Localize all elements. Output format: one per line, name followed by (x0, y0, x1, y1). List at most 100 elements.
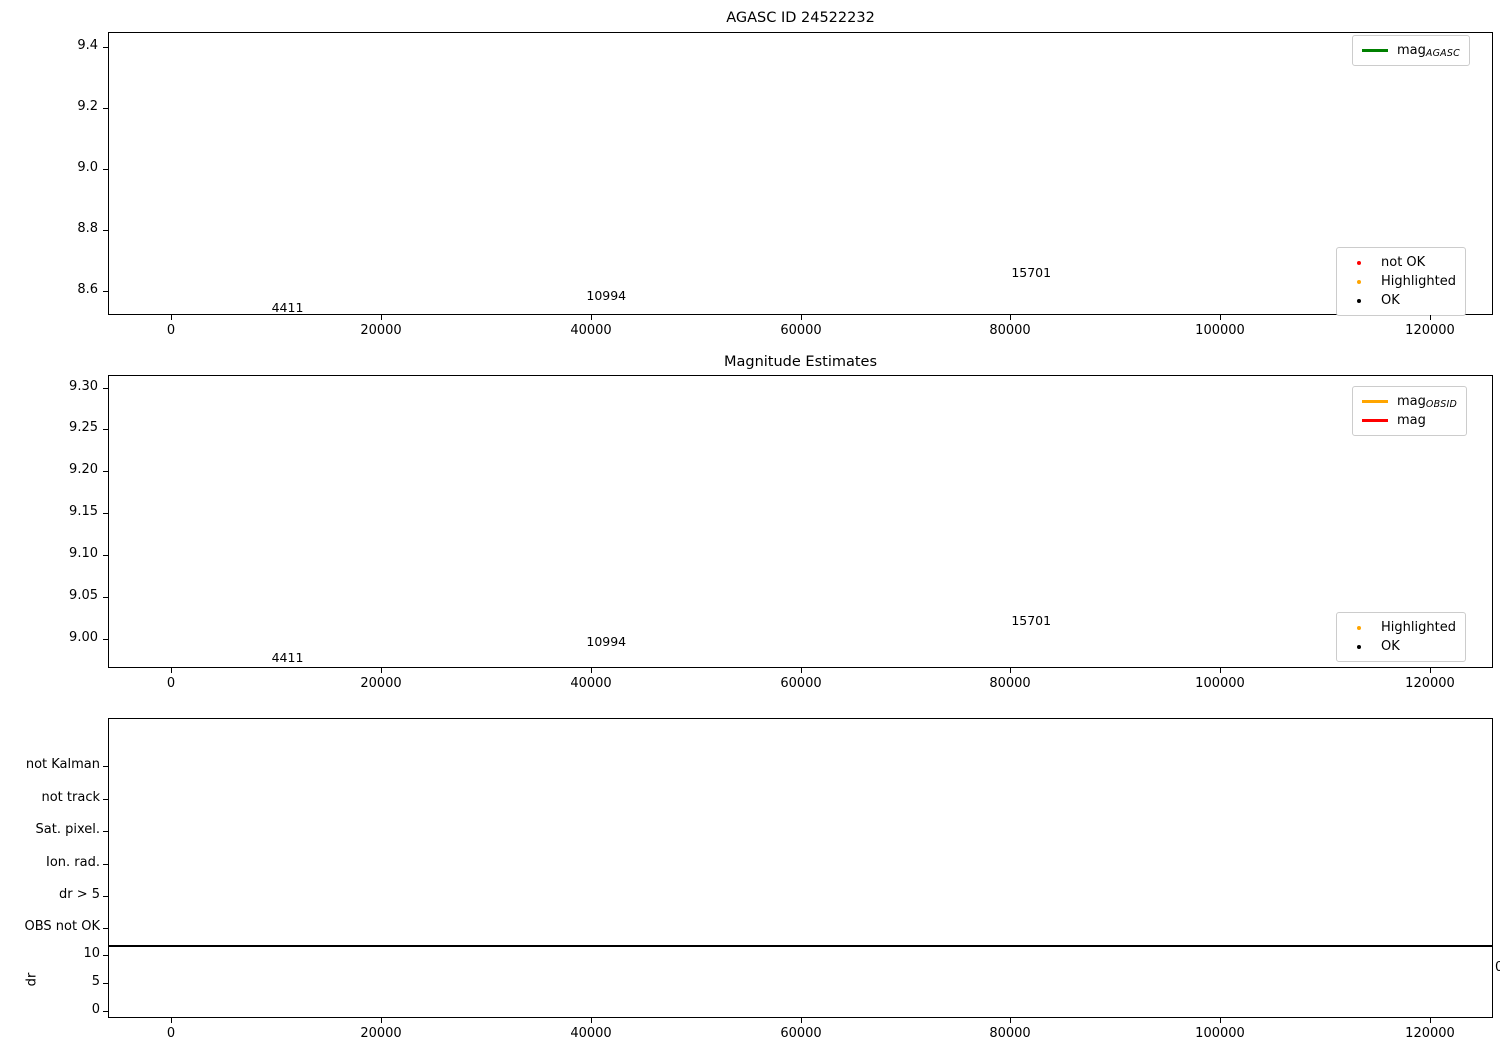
obsid-annotation-15701: 15701 (1011, 265, 1052, 280)
flag-row-label-not-track: not track (41, 790, 100, 805)
x-tick-mark (381, 315, 382, 320)
flag-row-label-ion-rad-: Ion. rad. (46, 855, 100, 870)
x-tick-label: 60000 (780, 676, 822, 691)
x-tick-label: 60000 (780, 323, 822, 338)
x-tick-label: 100000 (1195, 676, 1245, 691)
legend-sub-agasc: AGASC (1425, 47, 1460, 59)
mag-agasc-line-icon (1362, 43, 1388, 58)
x-tick-label: 80000 (989, 676, 1031, 691)
y-tick-label: 9.05 (69, 588, 98, 603)
x-tick-label: 20000 (360, 676, 402, 691)
y-tick-label: 9.00 (69, 630, 98, 645)
x-tick-mark (381, 668, 382, 673)
x-tick-label: 40000 (570, 676, 612, 691)
legend-entry-highlighted-2: Highlighted (1346, 618, 1456, 637)
agasc-panel (108, 32, 1493, 315)
flag-tick-mark (103, 831, 108, 832)
mag-line-icon (1362, 413, 1388, 428)
y-tick-label: 8.8 (77, 221, 98, 236)
x-tick-label: 0 (166, 323, 176, 338)
mag-obsid-line-icon (1362, 394, 1388, 409)
dr-axis-label: dr (24, 972, 40, 987)
x-tick-mark (1220, 1018, 1221, 1023)
dr-panel (108, 946, 1493, 1018)
x-tick-label: 0 (166, 676, 176, 691)
x-tick-mark (1010, 1018, 1011, 1023)
flag-row-label-sat-pixel-: Sat. pixel. (35, 822, 100, 837)
flags-panel (108, 718, 1493, 946)
flag-tick-mark (103, 896, 108, 897)
x-tick-label: 40000 (570, 1026, 612, 1041)
x-tick-mark (171, 668, 172, 673)
flag-tick-mark (103, 799, 108, 800)
y-tick-mark (103, 291, 108, 292)
x-tick-mark (1220, 315, 1221, 320)
legend-entry-ok: OK (1346, 291, 1456, 310)
y-tick-label: 9.25 (69, 420, 98, 435)
y-tick-label: 8.6 (77, 282, 98, 297)
legend-label-highlighted-2: Highlighted (1381, 620, 1456, 635)
x-tick-label: 60000 (780, 1026, 822, 1041)
x-tick-label: 120000 (1405, 676, 1455, 691)
x-tick-label: 80000 (989, 323, 1031, 338)
flag-tick-mark (103, 928, 108, 929)
dr-tick-mark (103, 1011, 108, 1012)
y-tick-label: 9.30 (69, 379, 98, 394)
flag-tick-mark (103, 864, 108, 865)
y-tick-mark (103, 108, 108, 109)
x-tick-mark (1430, 1018, 1431, 1023)
mag-agasc-legend[interactable]: magAGASC (1352, 35, 1470, 66)
obsid-annotation-10994-p2: 10994 (586, 634, 627, 649)
obsid-annotation-10994: 10994 (586, 288, 627, 303)
x-tick-label: 100000 (1195, 1026, 1245, 1041)
y-tick-label: 9.0 (77, 160, 98, 175)
magnitude-estimates-panel (108, 375, 1493, 668)
ok-dot-icon-2 (1346, 639, 1372, 654)
y-tick-mark (103, 513, 108, 514)
magnitude-estimates-title: Magnitude Estimates (723, 354, 878, 370)
x-tick-mark (1220, 668, 1221, 673)
x-tick-mark (801, 315, 802, 320)
x-tick-mark (591, 1018, 592, 1023)
page-title: AGASC ID 24522232 (726, 10, 875, 26)
x-tick-label: 0 (166, 1026, 176, 1041)
point-class-legend[interactable]: not OK Highlighted OK (1336, 247, 1466, 316)
legend-label-ok: OK (1381, 293, 1400, 308)
legend-label-mag-agasc: mag (1397, 42, 1426, 58)
legend-entry-highlighted: Highlighted (1346, 272, 1456, 291)
y-tick-mark (103, 555, 108, 556)
dr-tick-label: 10 (83, 946, 100, 961)
flag-tick-mark (103, 766, 108, 767)
dr-tick-mark (103, 983, 108, 984)
obsid-annotation-15701-p2: 15701 (1011, 613, 1052, 628)
dr-right-edge-label: 0 (1495, 960, 1500, 975)
x-tick-label: 100000 (1195, 323, 1245, 338)
x-tick-mark (1430, 668, 1431, 673)
y-tick-label: 9.2 (77, 99, 98, 114)
y-tick-label: 9.10 (69, 546, 98, 561)
flag-row-label-dr-5: dr > 5 (58, 887, 100, 902)
x-tick-mark (591, 668, 592, 673)
x-tick-label: 80000 (989, 1026, 1031, 1041)
dr-tick-label: 5 (91, 974, 100, 989)
x-tick-label: 40000 (570, 323, 612, 338)
highlighted-dot-icon-2 (1346, 620, 1372, 635)
x-tick-mark (1430, 315, 1431, 320)
y-tick-label: 9.15 (69, 504, 98, 519)
y-tick-label: 9.20 (69, 462, 98, 477)
dr-tick-label: 0 (91, 1002, 100, 1017)
x-tick-mark (1010, 315, 1011, 320)
point-class-legend-2[interactable]: Highlighted OK (1336, 612, 1466, 662)
legend-label-mag: mag (1397, 413, 1426, 428)
y-tick-mark (103, 388, 108, 389)
legend-entry-mag-agasc: magAGASC (1362, 41, 1460, 60)
x-tick-mark (591, 315, 592, 320)
x-tick-mark (1010, 668, 1011, 673)
legend-label-mag-obsid: mag (1397, 393, 1426, 409)
dr-tick-mark (103, 955, 108, 956)
mag-obsid-legend[interactable]: magOBSID mag (1352, 386, 1468, 436)
legend-label-ok-2: OK (1381, 639, 1400, 654)
obsid-annotation-4411: 4411 (271, 300, 304, 315)
x-tick-label: 20000 (360, 1026, 402, 1041)
